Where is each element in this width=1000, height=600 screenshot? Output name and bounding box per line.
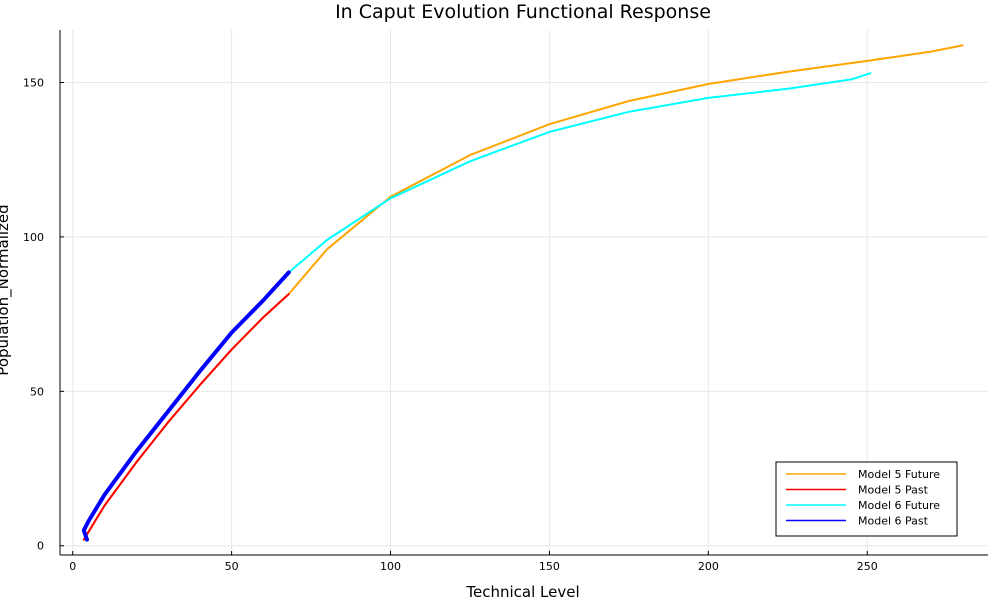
y-tick-label: 150 [23,77,44,90]
x-tick-label: 100 [380,560,401,573]
x-tick-label: 50 [225,560,239,573]
y-tick-label: 100 [23,231,44,244]
series-line-model-6-past [81,270,291,542]
axes-layer: 0 50 100 150 200 250 0 50 100 150 [23,30,988,573]
legend-label-model-5-past: Model 5 Past [858,484,929,497]
chart-title: In Caput Evolution Functional Response [335,1,711,23]
y-tick-label: 50 [30,385,44,398]
x-tick-label: 200 [698,560,719,573]
x-tick-label: 0 [69,560,76,573]
legend-label-model-5-future: Model 5 Future [858,468,940,481]
x-tick-label: 150 [539,560,560,573]
series-line-model-6-future [287,72,872,274]
x-axis-label: Technical Level [465,583,579,600]
series-line-model-5-past [82,293,290,541]
legend-label-model-6-future: Model 6 Future [858,499,940,512]
series-layer [81,44,964,542]
y-axis-label: Population_Normalized [0,204,13,375]
y-tick-label: 0 [37,540,44,553]
legend-layer: Model 5 Future Model 5 Past Model 6 Future… [775,461,958,537]
x-tick-label: 250 [857,560,878,573]
legend-label-model-6-past: Model 6 Past [858,515,929,528]
